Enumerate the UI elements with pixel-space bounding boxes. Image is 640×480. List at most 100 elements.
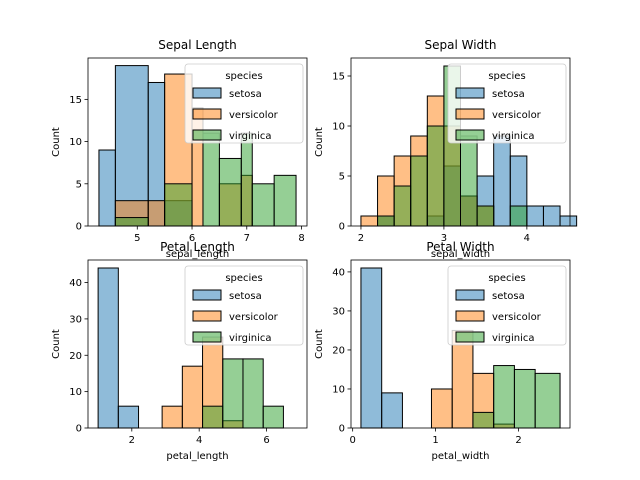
y-tick-label: 5 <box>339 172 345 183</box>
bar-versicolor-3 <box>161 405 183 429</box>
bar-virginica-9 <box>273 174 297 227</box>
y-tick-label: 20 <box>69 351 82 362</box>
x-axis-label: sepal_width <box>431 249 490 260</box>
bar-virginica-5 <box>202 405 224 429</box>
y-tick-label: 0 <box>339 222 345 233</box>
bar-setosa-10 <box>526 205 544 227</box>
bar-virginica-6 <box>222 358 244 429</box>
legend-label-virginica: virginica <box>229 131 272 142</box>
legend: species setosa versicolor virginica <box>184 265 304 346</box>
bar-virginica-6 <box>218 157 242 227</box>
x-tick-label: 5 <box>134 233 140 244</box>
bar-versicolor-3 <box>430 388 453 429</box>
legend-swatch-virginica <box>455 331 485 343</box>
bar-virginica-7 <box>513 368 536 429</box>
bar-setosa-0 <box>97 267 119 429</box>
legend-label-virginica: virginica <box>492 333 535 344</box>
x-tick-label: 6 <box>263 435 269 446</box>
y-tick-label: 0 <box>76 424 82 435</box>
x-axis-label: petal_length <box>166 451 228 462</box>
axes-frame <box>350 259 571 429</box>
bar-virginica-1 <box>114 217 149 227</box>
x-tick-label: 1 <box>432 435 438 446</box>
bar-setosa-1 <box>381 392 403 429</box>
legend-label-versicolor: versicolor <box>229 312 279 323</box>
axes-frame <box>87 57 308 227</box>
y-axis-label: Count <box>51 329 62 359</box>
legend-label-virginica: virginica <box>492 131 535 142</box>
x-tick-label: 7 <box>244 233 250 244</box>
bar-virginica-5 <box>472 411 495 429</box>
legend-title: species <box>225 71 262 82</box>
legend-box <box>184 265 304 346</box>
legend: species setosa versicolor virginica <box>184 63 304 144</box>
y-tick-label: 30 <box>69 314 82 325</box>
legend-label-setosa: setosa <box>492 291 525 302</box>
y-tick-label: 10 <box>332 122 345 133</box>
legend-swatch-virginica <box>192 129 222 141</box>
x-tick-label: 8 <box>298 233 304 244</box>
subplot-0: 5 6 7 8 0 5 10 15 sepal_length Count Sepal Length s… <box>51 38 308 260</box>
legend-label-setosa: setosa <box>229 291 262 302</box>
y-tick-label: 15 <box>332 72 345 83</box>
bar-virginica-1 <box>377 215 395 227</box>
subplot-2: 2 4 6 0 10 20 30 40 petal_length Count Petal Lengt… <box>51 240 308 462</box>
bar-virginica-8 <box>251 183 275 227</box>
bar-virginica-3 <box>410 155 428 227</box>
bar-setosa-0 <box>360 267 383 429</box>
bar-setosa-12 <box>559 215 578 227</box>
legend-title: species <box>225 273 262 284</box>
y-axis-label: Count <box>314 127 325 157</box>
y-axis-label: Count <box>51 127 62 157</box>
legend-title: species <box>488 273 525 284</box>
axes-frame <box>87 259 308 429</box>
legend-swatch-setosa <box>455 87 485 99</box>
x-tick-label: 2 <box>129 435 135 446</box>
y-tick-label: 15 <box>69 95 82 106</box>
bar-setosa-0 <box>98 149 116 227</box>
x-tick-label: 4 <box>196 435 202 446</box>
bar-virginica-6 <box>493 365 515 429</box>
bar-virginica-8 <box>534 372 561 429</box>
y-tick-label: 40 <box>332 267 345 278</box>
bar-versicolor-4 <box>181 365 204 429</box>
bar-versicolor-0 <box>360 215 379 227</box>
subplot-1: 2 3 4 0 5 10 15 sepal_width Count Sepal Width spec… <box>314 38 578 260</box>
subplot-title: Sepal Width <box>425 38 497 52</box>
x-tick-label: 6 <box>189 233 195 244</box>
legend: species setosa versicolor virginica <box>447 265 567 346</box>
bar-setosa-1 <box>114 65 149 227</box>
bar-virginica-3 <box>164 183 193 227</box>
x-tick-label: 0 <box>349 435 355 446</box>
subplot-title: Petal Width <box>426 240 494 254</box>
y-tick-label: 40 <box>69 278 82 289</box>
legend-title: species <box>488 71 525 82</box>
bar-virginica-8 <box>262 405 284 429</box>
legend-swatch-setosa <box>455 289 485 301</box>
legend-label-setosa: setosa <box>229 89 262 100</box>
bar-setosa-1 <box>117 405 140 429</box>
legend-swatch-virginica <box>455 129 485 141</box>
legend-label-versicolor: versicolor <box>492 312 542 323</box>
legend-swatch-setosa <box>192 289 222 301</box>
legend-label-setosa: setosa <box>492 89 525 100</box>
bar-setosa-8 <box>493 135 511 227</box>
subplot-title: Petal Length <box>160 240 235 254</box>
bar-versicolor-2 <box>147 200 166 227</box>
y-tick-label: 0 <box>339 424 345 435</box>
legend-box <box>447 63 567 144</box>
bar-virginica-2 <box>393 185 412 227</box>
legend-label-virginica: virginica <box>229 333 272 344</box>
bar-virginica-5 <box>202 132 220 227</box>
legend-label-versicolor: versicolor <box>229 110 279 121</box>
legend-label-versicolor: versicolor <box>492 110 542 121</box>
bar-virginica-4 <box>426 125 445 227</box>
legend: species setosa versicolor virginica <box>447 63 567 144</box>
axes-frame <box>350 57 571 227</box>
x-axis-label: petal_width <box>432 451 490 462</box>
legend-box <box>447 265 567 346</box>
bar-virginica-9 <box>509 205 528 227</box>
y-tick-label: 10 <box>332 384 345 395</box>
